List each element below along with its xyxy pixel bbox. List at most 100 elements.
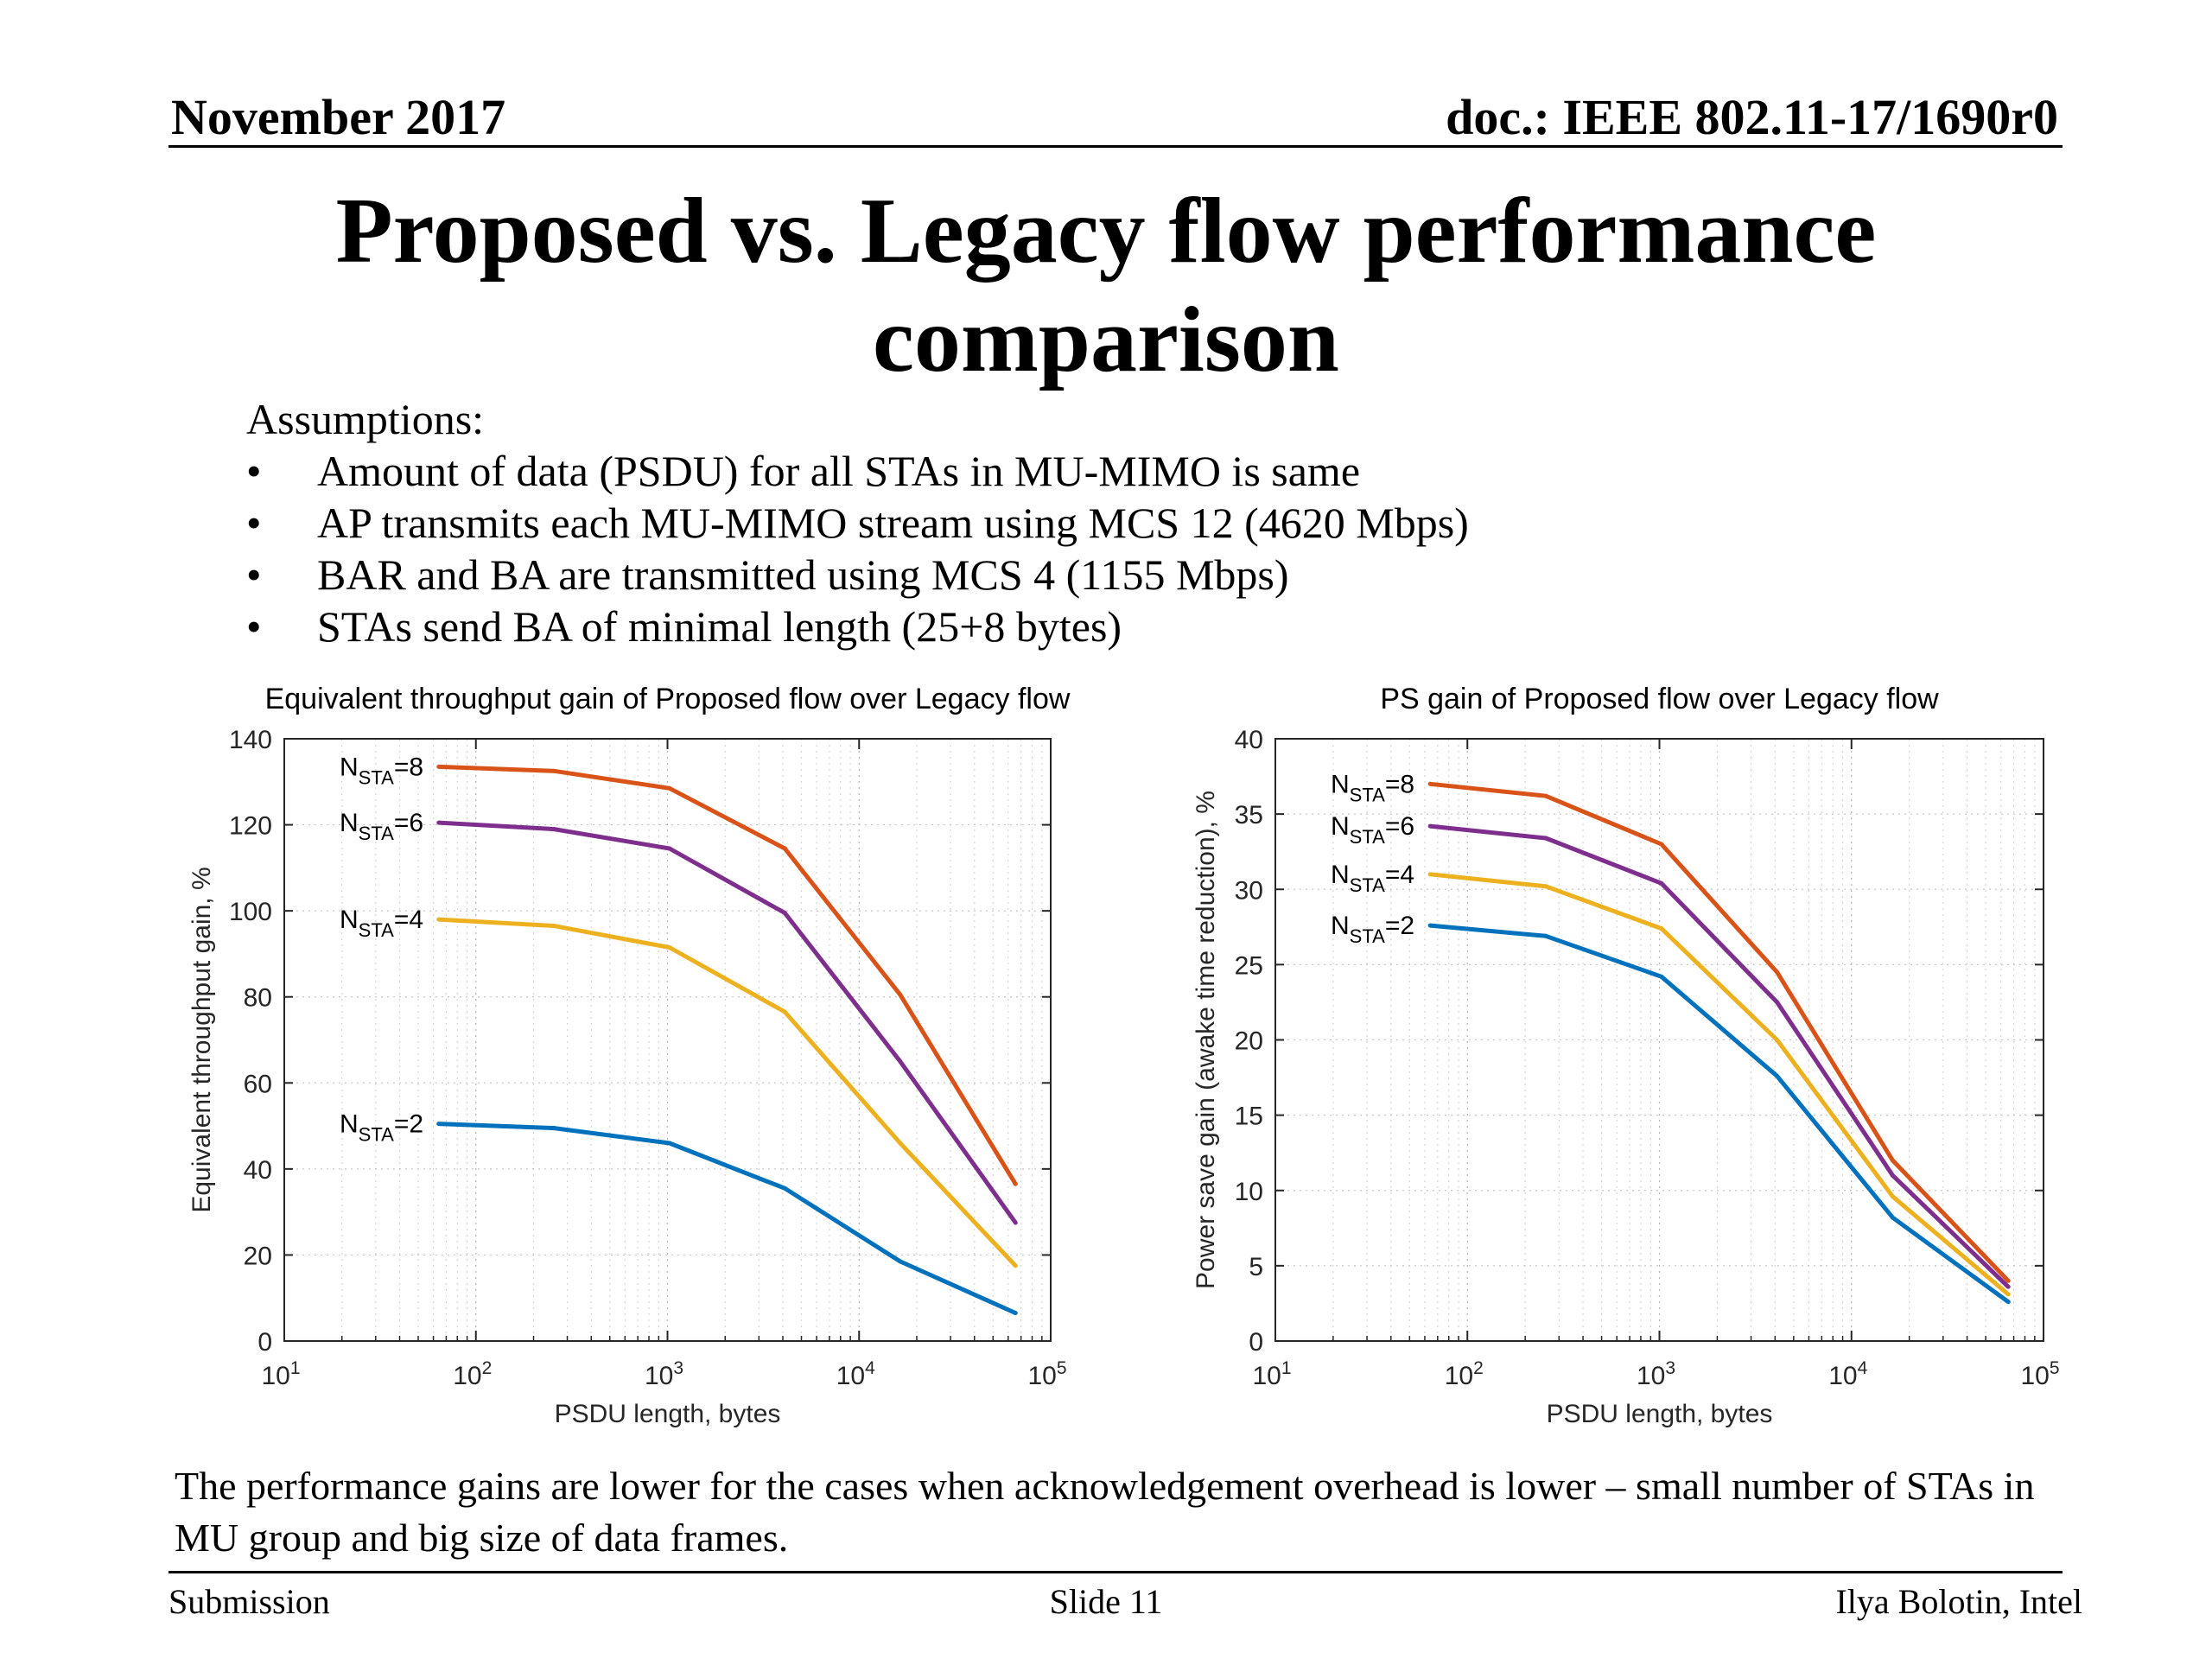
series-2: NSTA=6 — [340, 809, 1018, 1225]
slide-title-line-1: Proposed vs. Legacy flow performance — [335, 180, 1877, 283]
data-point — [898, 1141, 903, 1146]
x-tick-label: 102 — [1445, 1358, 1484, 1390]
conclusion-text: The performance gains are lower for the … — [175, 1464, 2035, 1560]
header-date: November 2017 — [171, 89, 506, 145]
data-point — [1659, 842, 1664, 847]
assumption-item: • STAs send BA of minimal length (25+8 by… — [246, 601, 1469, 652]
header-doc-id: doc.: IEEE 802.11-17/1690r0 — [1446, 89, 2058, 145]
y-tick-label: 0 — [1249, 1328, 1263, 1357]
data-point — [1775, 969, 1780, 975]
data-point — [551, 827, 556, 832]
data-point — [1659, 926, 1664, 931]
data-point — [1427, 823, 1433, 829]
bullet-icon: • — [246, 499, 262, 547]
assumptions-heading: Assumptions: — [246, 395, 485, 443]
data-point — [1890, 1215, 1895, 1220]
data-point — [436, 764, 442, 769]
slide-title-line-2: comparison — [873, 289, 1339, 391]
series-label: NSTA=4 — [1331, 861, 1414, 896]
slide-title: Proposed vs. Legacy flow performance com… — [0, 177, 2212, 395]
series-2: NSTA=6 — [1331, 812, 2011, 1289]
series-4: NSTA=2 — [1331, 912, 2011, 1305]
y-tick-label: 20 — [244, 1242, 272, 1270]
data-point — [551, 924, 556, 929]
assumption-text: AP transmits each MU-MIMO stream using M… — [317, 499, 1469, 547]
y-tick-label: 140 — [229, 726, 272, 754]
series-line — [1429, 823, 2010, 1289]
data-point — [782, 846, 787, 851]
data-point — [2005, 1292, 2011, 1297]
y-tick-label: 80 — [244, 984, 272, 1013]
data-point — [1890, 1158, 1895, 1163]
x-tick-label: 102 — [453, 1358, 492, 1390]
y-tick-label: 20 — [1235, 1027, 1263, 1056]
bullet-icon: • — [246, 602, 262, 651]
data-point — [436, 1122, 442, 1127]
y-tick-label: 100 — [229, 898, 272, 926]
data-point — [1775, 1073, 1780, 1078]
data-point — [1013, 1220, 1018, 1225]
data-point — [1013, 1181, 1018, 1186]
footer-rule — [168, 1571, 2063, 1573]
data-point — [436, 820, 442, 825]
data-point — [782, 1185, 787, 1191]
data-point — [1890, 1173, 1895, 1178]
data-point — [667, 944, 672, 950]
grid — [284, 739, 1051, 1341]
chart-1: Equivalent throughput gain of Proposed f… — [188, 683, 1071, 1428]
data-point — [667, 846, 672, 851]
y-tick-label: 30 — [1235, 876, 1263, 905]
series-line — [438, 820, 1018, 1224]
y-tick-label: 25 — [1235, 951, 1263, 980]
chart-title: PS gain of Proposed flow over Legacy flo… — [1380, 683, 1939, 715]
data-point — [1659, 974, 1664, 979]
assumption-item: • AP transmits each MU-MIMO stream using … — [246, 497, 1469, 549]
y-axis-label: Power save gain (awake time reduction), … — [1192, 791, 1220, 1289]
series-label: NSTA=6 — [1331, 812, 1414, 848]
chart-2: PS gain of Proposed flow over Legacy flo… — [1192, 683, 2060, 1428]
series-line — [1429, 781, 2011, 1283]
bullet-icon: • — [246, 550, 262, 599]
x-tick-label: 104 — [1828, 1358, 1867, 1390]
series-line — [438, 917, 1018, 1268]
data-point — [1543, 793, 1548, 798]
data-point — [898, 1259, 903, 1264]
data-point — [1013, 1263, 1018, 1268]
y-tick-label: 60 — [244, 1070, 272, 1098]
series-1: NSTA=8 — [340, 753, 1018, 1186]
footer-slide-number: Slide 11 — [1049, 1582, 1163, 1621]
assumption-text: Amount of data (PSDU) for all STAs in MU… — [317, 447, 1361, 495]
data-point — [1775, 1038, 1780, 1042]
series-label: NSTA=2 — [1331, 912, 1414, 947]
data-point — [551, 768, 556, 773]
x-tick-label: 105 — [1027, 1358, 1066, 1390]
data-point — [1427, 781, 1433, 786]
y-tick-label: 40 — [1235, 726, 1263, 754]
series-line — [1429, 872, 2010, 1296]
assumption-text: BAR and BA are transmitted using MCS 4 (… — [317, 550, 1289, 599]
series-3: NSTA=4 — [340, 906, 1018, 1268]
assumption-item: • BAR and BA are transmitted using MCS 4 … — [246, 549, 1469, 601]
series-1: NSTA=8 — [1331, 770, 2011, 1283]
x-tick-label: 103 — [645, 1358, 683, 1390]
header-rule — [168, 145, 2063, 148]
data-point — [1543, 933, 1548, 938]
x-tick-label: 101 — [261, 1358, 300, 1390]
data-point — [1427, 923, 1433, 928]
data-point — [1013, 1311, 1018, 1316]
chart-title: Equivalent throughput gain of Proposed f… — [265, 683, 1071, 715]
grid — [1275, 739, 2044, 1341]
data-point — [2005, 1300, 2011, 1305]
series-line — [438, 764, 1018, 1185]
assumption-item: • Amount of data (PSDU) for all STAs in M… — [246, 445, 1469, 497]
series-label: NSTA=8 — [1331, 770, 1414, 805]
y-tick-label: 5 — [1249, 1253, 1263, 1281]
assumption-text: STAs send BA of minimal length (25+8 byt… — [317, 602, 1122, 651]
y-tick-label: 35 — [1235, 801, 1263, 830]
y-tick-label: 40 — [244, 1156, 272, 1185]
x-tick-label: 105 — [2020, 1358, 2059, 1390]
data-point — [436, 917, 442, 922]
data-point — [782, 1009, 787, 1014]
footer-author: Ilya Bolotin, Intel — [1835, 1582, 2082, 1621]
